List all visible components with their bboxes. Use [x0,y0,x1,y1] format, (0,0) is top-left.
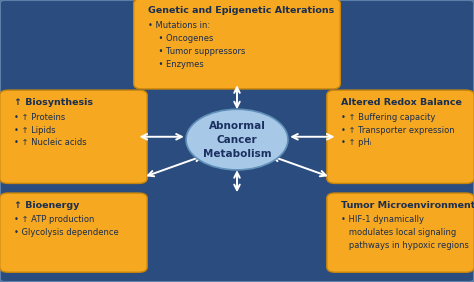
Text: • Tumor suppressors: • Tumor suppressors [148,47,245,56]
Text: • ↑ pHᵢ: • ↑ pHᵢ [341,138,372,147]
Text: • Glycolysis dependence: • Glycolysis dependence [14,228,118,237]
Text: • ↑ Proteins: • ↑ Proteins [14,113,65,122]
Ellipse shape [186,109,288,170]
Text: • ↑ Lipids: • ↑ Lipids [14,125,55,135]
Text: • ↑ Buffering capacity: • ↑ Buffering capacity [341,113,436,122]
Text: • Mutations in:: • Mutations in: [148,21,210,30]
Text: pathways in hypoxic regions: pathways in hypoxic regions [341,241,469,250]
Text: Genetic and Epigenetic Alterations: Genetic and Epigenetic Alterations [148,6,334,15]
Text: ↑ Bioenergy: ↑ Bioenergy [14,201,79,210]
FancyBboxPatch shape [0,90,147,183]
FancyBboxPatch shape [134,0,340,89]
Text: • Oncogenes: • Oncogenes [148,34,213,43]
FancyBboxPatch shape [327,90,474,183]
Text: • ↑ ATP production: • ↑ ATP production [14,215,94,224]
FancyBboxPatch shape [0,193,147,272]
Text: • ↑ Transporter expression: • ↑ Transporter expression [341,125,455,135]
Text: • Enzymes: • Enzymes [148,60,204,69]
Text: Abnormal
Cancer
Metabolism: Abnormal Cancer Metabolism [203,121,271,158]
Text: • HIF-1 dynamically: • HIF-1 dynamically [341,215,424,224]
Text: modulates local signaling: modulates local signaling [341,228,456,237]
FancyBboxPatch shape [327,193,474,272]
Text: • ↑ Nucleic acids: • ↑ Nucleic acids [14,138,87,147]
Text: Altered Redox Balance: Altered Redox Balance [341,98,462,107]
Text: ↑ Biosynthesis: ↑ Biosynthesis [14,98,93,107]
Text: Tumor Microenvironment: Tumor Microenvironment [341,201,474,210]
